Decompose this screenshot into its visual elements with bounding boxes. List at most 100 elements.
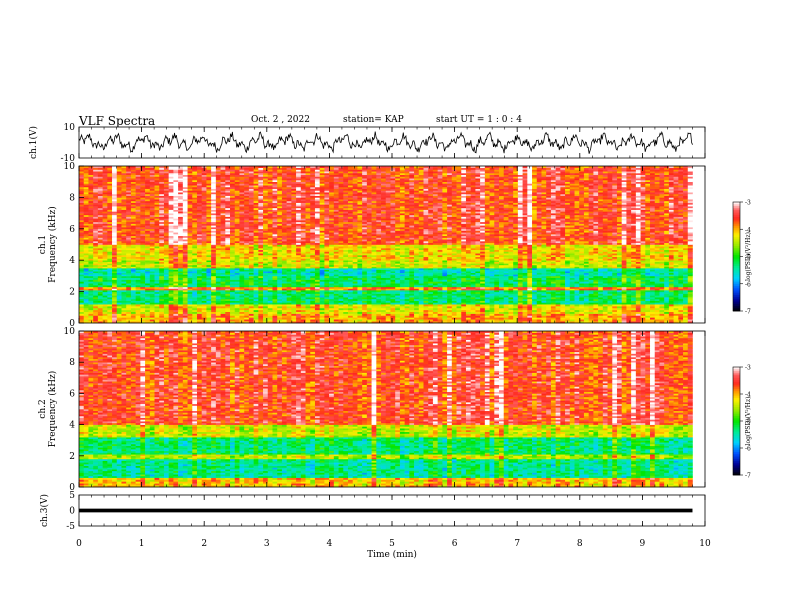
ch1-psd-cell [206,254,212,258]
ch1-psd-cell [494,285,500,288]
ch1-psd-cell [390,293,396,296]
ch1-psd-cell [178,275,184,279]
ch1-psd-cell [107,309,113,312]
ch1-psd-cell [324,293,330,296]
ch1-psd-cell [130,291,136,294]
ch1-psd-cell [314,313,320,316]
ch1-psd-cell [253,269,259,272]
ch1-psd-cell [112,285,118,288]
ch1-psd-cell [423,311,429,314]
ch1-psd-cell [300,290,306,293]
ch1-psd-cell [456,311,462,314]
ch1-psd-cell [291,293,297,296]
ch1-psd-cell [83,307,89,311]
ch1-psd-cell [206,302,212,305]
ch1-psd-cell [211,295,217,298]
ch1-psd-cell [593,275,599,279]
ch1-psd-cell [277,290,283,293]
ch1-psd-cell [381,285,387,288]
ch1-psd-cell [626,285,632,288]
ch1-psd-cell [447,277,453,280]
ch1-psd-cell [395,274,401,277]
ch1-psd-cell [650,274,656,277]
ch1-psd-cell [569,321,575,324]
ch1-psd-cell [248,275,254,279]
ch1-psd-cell [112,269,118,272]
ch1-psd-cell [371,285,377,288]
ch1-psd-cell [437,300,443,303]
ch1-psd-cell [281,281,287,284]
ch1-psd-cell [234,264,240,267]
ch1-psd-cell [338,258,344,261]
ch1-psd-cell [263,285,269,288]
ch1-psd-cell [456,309,462,312]
ch1-psd-cell [508,290,514,293]
ch1-psd-cell [357,290,363,293]
ch1-psd-cell [527,302,533,305]
ch1-psd-cell [560,283,566,286]
ch1-psd-cell [234,321,240,324]
ch1-psd-cell [149,275,155,279]
ch1-psd-cell [130,288,136,291]
ch1-psd-cell [159,306,165,309]
ch1-psd-cell [79,275,85,279]
ch1-psd-cell [550,306,556,309]
ch1-psd-cell [654,272,660,275]
ch1-psd-cell [371,297,377,300]
ch1-psd-cell [442,293,448,296]
ch1-psd-cell [683,315,689,318]
ch1-psd-cell [93,256,99,259]
ch1-psd-cell [409,260,415,263]
ch1-psd-cell [607,288,613,291]
ch1-psd-cell [513,279,519,282]
ch1-psd-cell [343,258,349,261]
ch1-psd-cell [635,285,641,288]
ch1-psd-cell [527,307,533,311]
ch1-psd-cell [126,279,132,282]
ch1-psd-cell [664,286,670,289]
ch1-psd-cell [583,319,589,322]
ch1-psd-cell [532,277,538,280]
ch1-psd-cell [465,291,471,294]
ch1-psd-cell [565,268,571,270]
ch1-psd-cell [135,283,141,286]
ch1-psd-cell [612,317,618,320]
ch1-psd-cell [414,297,420,300]
ch1-psd-cell [418,263,424,266]
ch1-psd-cell [173,309,179,312]
ch1-psd-cell [390,256,396,259]
ch1-psd-cell [484,298,490,301]
ch1-psd-cell [395,306,401,309]
ch1-psd-cell [126,309,132,312]
ch1-psd-cell [654,281,660,284]
ch1-psd-cell [225,309,231,312]
ch1-psd-cell [489,300,495,303]
ch1-psd-cell [414,304,420,307]
ch1-psd-cell [329,298,335,301]
ch1-psd-cell [404,263,410,266]
ch1-psd-cell [277,295,283,298]
ch1-psd-cell [107,254,113,258]
ch1-psd-cell [593,272,599,275]
ch1-psd-cell [178,268,184,270]
ch1-psd-cell [461,283,467,286]
ch1-psd-cell [314,271,320,274]
ch1-psd-cell [437,321,443,324]
ch1-psd-cell [258,302,264,305]
ch1-psd-cell [678,319,684,322]
ch1-psd-cell [234,300,240,303]
ch1-psd-cell [612,268,618,270]
ch1-psd-cell [230,272,236,275]
ch1-psd-cell [664,293,670,296]
ch1-psd-cell [385,264,391,267]
ch1-psd-cell [475,295,481,298]
ch1-psd-cell [583,288,589,291]
ch1-ytick-label: -10 [61,154,76,164]
ch1-psd-cell [187,261,193,264]
ch1-psd-cell [536,268,542,270]
ch1-psd-cell [258,286,264,289]
ch1-psd-cell [145,291,151,294]
ch1-psd-cell [508,304,514,307]
ch1-psd-cell [173,269,179,272]
ch1-psd-cell [83,319,89,322]
